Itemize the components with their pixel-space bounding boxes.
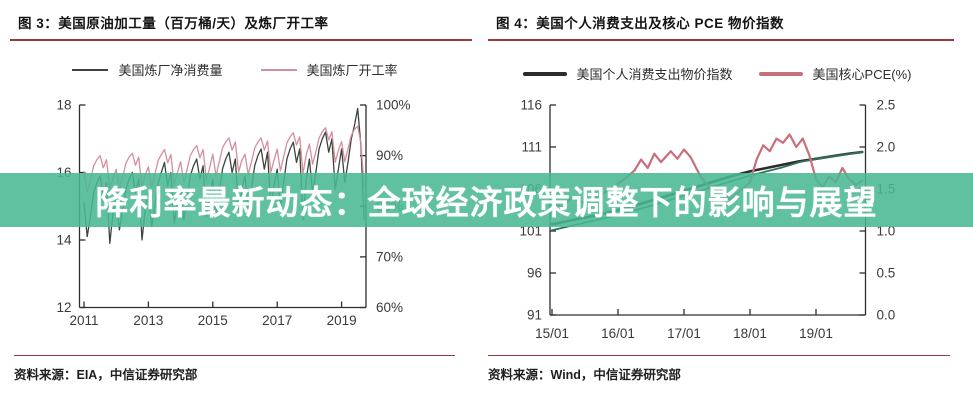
x-tick-label: 2017 — [262, 313, 292, 328]
x-tick-label: 2015 — [198, 313, 228, 328]
x-tick-label: 18/01 — [733, 326, 767, 341]
y-right-tick-label: 2.0 — [877, 140, 896, 155]
x-tick-label: 2019 — [327, 313, 357, 328]
x-tick-label: 2011 — [69, 313, 98, 328]
y-right-tick-label: 60% — [376, 300, 403, 315]
y-right-tick-label: 0.0 — [877, 308, 896, 323]
x-tick-label: 15/01 — [535, 326, 569, 341]
legend-label: 美国核心PCE(%) — [812, 67, 912, 82]
legend-label: 美国炼厂净消费量 — [118, 63, 223, 78]
series-line-0-1 — [83, 125, 365, 193]
x-tick-label: 17/01 — [667, 326, 701, 341]
figure-4-legend: 美国个人消费支出物价指数 美国核心PCE(%) — [487, 64, 947, 83]
y-right-tick-label: 1.0 — [877, 224, 896, 239]
x-tick-label: 16/01 — [601, 326, 635, 341]
legend-item-pce-index: 美国个人消费支出物价指数 — [522, 64, 733, 83]
y-right-tick-label: 100% — [376, 98, 411, 113]
line-swatch-pink — [260, 68, 297, 71]
figure-4-source: 资料来源：Wind，中信证券研究部 — [488, 355, 950, 383]
y-left-tick-label: 12 — [56, 300, 71, 315]
figure-3-legend: 美国炼厂净消费量 美国炼厂开工率 — [10, 60, 460, 79]
source-text: 资料来源：Wind，中信证券研究部 — [488, 368, 681, 382]
watermark-text: 降利率最新动态：全球经济政策调整下的影响与展望 — [95, 184, 878, 221]
y-left-tick-label: 91 — [527, 308, 542, 323]
y-right-tick-label: 90% — [376, 148, 403, 163]
figure-3-source: 资料来源：EIA，中信证券研究部 — [14, 355, 455, 383]
x-tick-label: 2013 — [133, 313, 163, 328]
line-swatch-black — [522, 71, 567, 76]
figure-3-title: 图 3：美国原油加工量（百万桶/天）及炼厂开工率 — [10, 12, 472, 41]
y-right-tick-label: 2.5 — [877, 98, 896, 113]
legend-item-utilization: 美国炼厂开工率 — [260, 60, 398, 79]
figure-4-title: 图 4：美国个人消费支出及核心 PCE 物价指数 — [488, 12, 954, 41]
legend-item-core-pce: 美国核心PCE(%) — [758, 64, 912, 83]
y-left-tick-label: 14 — [56, 233, 72, 248]
figure-3-title-text: 图 3：美国原油加工量（百万桶/天）及炼厂开工率 — [18, 16, 329, 31]
legend-label: 美国个人消费支出物价指数 — [576, 67, 733, 82]
line-swatch-gray — [72, 68, 109, 71]
x-tick-label: 19/01 — [799, 326, 833, 341]
legend-label: 美国炼厂开工率 — [306, 63, 398, 78]
y-left-tick-label: 18 — [56, 98, 71, 113]
y-right-tick-label: 70% — [376, 249, 403, 264]
y-left-tick-label: 101 — [519, 224, 542, 239]
y-left-tick-label: 96 — [527, 266, 542, 281]
legend-item-net-consumption: 美国炼厂净消费量 — [72, 60, 223, 79]
y-left-tick-label: 111 — [521, 140, 542, 155]
source-text: 资料来源：EIA，中信证券研究部 — [14, 368, 198, 382]
figure-4-title-text: 图 4：美国个人消费支出及核心 PCE 物价指数 — [496, 16, 785, 31]
y-right-tick-label: 0.5 — [877, 266, 896, 281]
line-swatch-red — [758, 71, 803, 76]
watermark-banner: 降利率最新动态：全球经济政策调整下的影响与展望 — [0, 173, 973, 227]
y-left-tick-label: 116 — [520, 98, 542, 113]
